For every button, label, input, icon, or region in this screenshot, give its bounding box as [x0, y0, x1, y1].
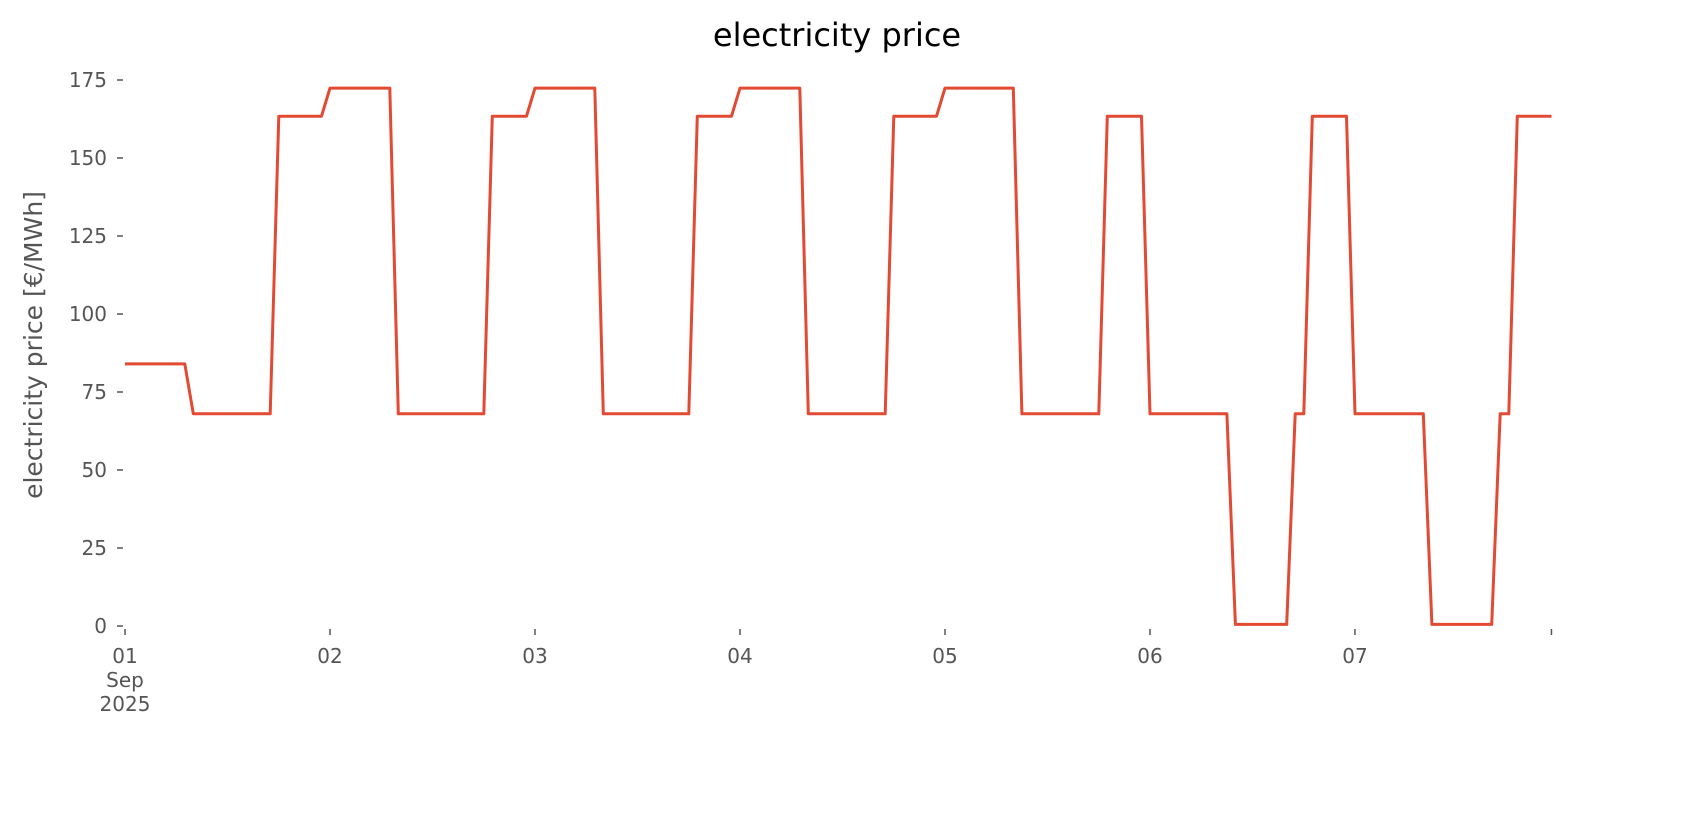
x-tick-label: 04: [727, 644, 752, 668]
y-tick-label: 125: [69, 224, 107, 248]
y-tick-label: 175: [69, 68, 107, 92]
x-tick-label: 07: [1342, 644, 1367, 668]
x-tick-label: Sep: [106, 668, 144, 692]
x-tick-label: 06: [1137, 644, 1162, 668]
y-tick-label: 75: [82, 380, 107, 404]
y-tick-label: 25: [82, 536, 107, 560]
x-tick-label: 2025: [100, 692, 151, 716]
y-tick-label: 100: [69, 302, 107, 326]
y-tick-label: 150: [69, 146, 107, 170]
x-tick-label: 02: [317, 644, 342, 668]
y-tick-label: 0: [94, 614, 107, 638]
x-tick-label: 05: [932, 644, 957, 668]
x-tick-label: 01: [112, 644, 137, 668]
y-tick-label: 50: [82, 458, 107, 482]
y-axis: 0 25 50 75 100 125 150 175: [69, 68, 123, 638]
price-series-line: [125, 86, 1552, 626]
x-tick-label: 03: [522, 644, 547, 668]
chart-title: electricity price: [713, 16, 961, 54]
plot-area: [125, 86, 1552, 626]
y-axis-label: electricity price [€/MWh]: [19, 191, 48, 499]
